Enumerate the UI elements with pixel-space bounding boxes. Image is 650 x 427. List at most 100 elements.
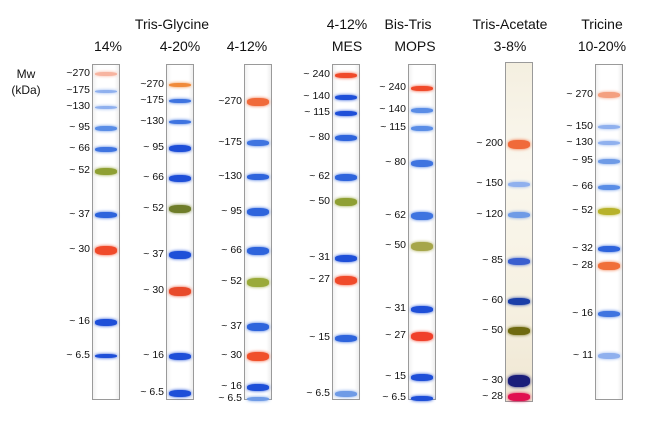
gel-band	[335, 334, 357, 342]
band-size-label: ~ 66	[221, 244, 242, 256]
band-size-label: ~ 16	[143, 349, 164, 361]
mw-label-line1: Mw	[16, 67, 36, 81]
gel-band	[247, 174, 269, 180]
gel-band	[169, 120, 191, 124]
gel-band	[169, 99, 191, 103]
gel-band	[598, 141, 620, 145]
header-bis-tris: Bis-Tris	[384, 16, 432, 32]
gel-band	[169, 205, 191, 213]
band-size-label: ~ 270	[566, 88, 593, 100]
gel-band	[598, 246, 620, 252]
header-tricine: Tricine	[581, 16, 623, 32]
band-size-label: ~ 30	[69, 243, 90, 255]
gel-band	[169, 251, 191, 259]
band-size-label: ~ 50	[385, 239, 406, 251]
gel-band	[411, 331, 433, 341]
band-size-label: ~ 31	[309, 251, 330, 263]
gel-band	[247, 383, 269, 391]
gel-band	[508, 297, 530, 305]
header-14pct: 14%	[93, 38, 123, 54]
gel-band	[169, 174, 191, 182]
gel-band	[95, 318, 117, 326]
gel-band	[335, 72, 357, 78]
band-size-label: ~130	[140, 115, 164, 127]
gel-band	[95, 105, 117, 109]
band-size-label: ~270	[66, 67, 90, 79]
band-size-label: ~ 50	[309, 195, 330, 207]
lane-tricine	[595, 64, 623, 400]
band-size-label: ~175	[140, 94, 164, 106]
band-size-label: ~ 6.5	[382, 391, 406, 403]
header-4-20pct: 4-20%	[159, 38, 201, 54]
gel-band	[169, 389, 191, 397]
band-size-label: ~ 140	[303, 90, 330, 102]
gel-band	[411, 395, 433, 401]
band-size-label: ~ 130	[566, 136, 593, 148]
band-size-label: ~ 16	[221, 380, 242, 392]
band-size-label: ~ 27	[309, 273, 330, 285]
band-size-label: ~ 150	[566, 120, 593, 132]
gel-band	[508, 257, 530, 265]
gel-band	[247, 323, 269, 331]
header-10-20pct: 10-20%	[577, 38, 627, 54]
lane-tris-glycine-14	[92, 64, 120, 400]
gel-band	[95, 146, 117, 152]
gel-band	[598, 158, 620, 164]
gel-band	[247, 397, 269, 401]
band-size-label: ~ 120	[476, 208, 503, 220]
band-size-label: ~ 6.5	[140, 386, 164, 398]
gel-band	[335, 173, 357, 181]
header-3-8pct: 3-8%	[493, 38, 527, 54]
band-size-label: ~ 37	[221, 320, 242, 332]
gel-band	[95, 167, 117, 175]
header-bis-tris-4-12pct: 4-12%	[326, 16, 368, 32]
band-size-label: ~175	[218, 136, 242, 148]
gel-band	[411, 125, 433, 131]
gel-band	[95, 245, 117, 255]
gel-band	[335, 110, 357, 116]
band-size-label: ~ 85	[482, 254, 503, 266]
band-size-label: ~ 6.5	[306, 387, 330, 399]
gel-band	[95, 212, 117, 218]
gel-band	[247, 140, 269, 146]
band-size-label: ~ 6.5	[218, 392, 242, 404]
gel-band	[411, 373, 433, 381]
band-size-label: ~ 30	[143, 284, 164, 296]
lane-tris-acetate	[505, 62, 533, 402]
gel-band	[95, 89, 117, 93]
band-size-label: ~ 140	[379, 103, 406, 115]
band-size-label: ~ 52	[221, 275, 242, 287]
gel-band	[335, 198, 357, 206]
band-size-label: ~ 6.5	[66, 349, 90, 361]
band-size-label: ~ 95	[143, 141, 164, 153]
band-size-label: ~ 30	[221, 349, 242, 361]
band-size-label: ~270	[140, 78, 164, 90]
header-mes: MES	[331, 38, 363, 54]
band-size-label: ~ 115	[380, 121, 406, 133]
band-size-label: ~ 200	[476, 137, 503, 149]
band-size-label: ~ 15	[385, 370, 406, 382]
gel-band	[411, 305, 433, 313]
header-4-12pct: 4-12%	[226, 38, 268, 54]
gel-band	[411, 241, 433, 251]
band-size-label: ~ 16	[572, 307, 593, 319]
gel-band	[508, 181, 530, 187]
lane-tris-glycine-4-12	[244, 64, 272, 401]
band-size-label: ~ 240	[379, 81, 406, 93]
band-size-label: ~ 62	[385, 209, 406, 221]
band-size-label: ~ 11	[573, 349, 593, 361]
band-size-label: ~ 50	[482, 324, 503, 336]
gel-band	[598, 262, 620, 270]
band-size-label: ~ 115	[304, 106, 330, 118]
gel-band	[247, 277, 269, 287]
gel-band	[598, 353, 620, 359]
band-size-label: ~ 32	[572, 242, 593, 254]
gel-band	[335, 135, 357, 141]
gel-band	[335, 391, 357, 397]
band-size-label: ~ 80	[309, 131, 330, 143]
band-size-label: ~ 52	[69, 164, 90, 176]
band-size-label: ~ 52	[572, 204, 593, 216]
band-size-label: ~270	[218, 95, 242, 107]
gel-band	[411, 159, 433, 167]
gel-band	[169, 352, 191, 360]
